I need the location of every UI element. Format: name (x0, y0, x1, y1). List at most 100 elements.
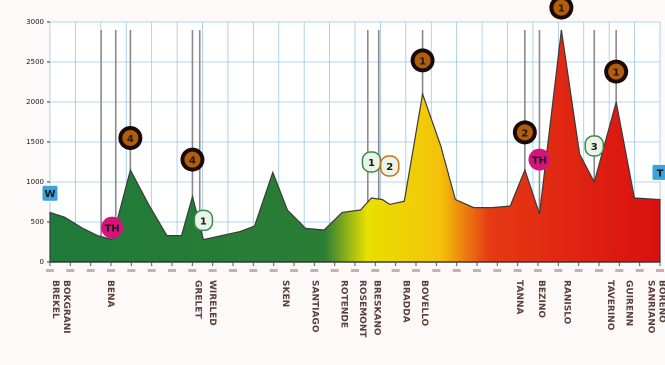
x-tick-mark (452, 269, 461, 272)
marker-label: 4 (189, 156, 196, 167)
x-tick-mark (534, 269, 542, 272)
y-tick-label: 3000 (26, 18, 44, 26)
location-label: BREKEL (50, 280, 60, 319)
location-label: ROTENDE (339, 280, 349, 328)
marker-label: 1 (200, 216, 207, 227)
marker-box (41, 184, 59, 202)
route-marker-feed: 1 (361, 151, 382, 173)
x-tick-mark (168, 269, 176, 272)
y-tick-label: 1500 (26, 138, 44, 146)
route-marker-finish: T (651, 163, 665, 181)
x-tick-mark (147, 269, 156, 272)
marker-label: 4 (127, 134, 134, 145)
x-tick-mark (412, 269, 420, 272)
y-tick-label: 500 (31, 218, 44, 226)
marker-label: TH (104, 224, 119, 235)
x-tick-mark (635, 269, 644, 272)
location-label: RANISLO (561, 280, 571, 325)
elevation-area (49, 29, 661, 263)
route-marker-climb: 1 (549, 0, 574, 20)
location-label: BRADDA (401, 280, 411, 323)
x-tick-mark (656, 269, 664, 272)
location-label: GUIRENN (623, 280, 633, 326)
marker-box (584, 135, 605, 157)
y-tick-label: 0 (40, 258, 44, 266)
location-label: GRELET (192, 280, 202, 319)
route-marker-start: W (41, 184, 59, 202)
x-tick-mark (371, 269, 380, 272)
marker-box (651, 163, 665, 181)
marker-label: W (44, 189, 55, 200)
y-tick-label: 1000 (26, 178, 44, 186)
location-label: BEZINO (536, 280, 546, 318)
x-tick-mark (493, 269, 502, 272)
x-tick-mark (127, 269, 136, 272)
x-tick-mark (432, 269, 441, 272)
location-label: TANNA (514, 280, 524, 314)
route-marker-climb: 1 (604, 59, 629, 84)
marker-label: 1 (558, 4, 565, 15)
x-tick-mark (229, 269, 237, 272)
x-tick-mark (66, 269, 75, 272)
marker-label: T (657, 168, 664, 179)
marker-inner (608, 63, 625, 80)
marker-circle (101, 216, 124, 239)
location-label: WIRELED (207, 280, 217, 326)
x-tick-mark (208, 269, 217, 272)
location-label: SANTIAGO (309, 280, 319, 333)
x-tick-mark (330, 269, 339, 272)
marker-label: 3 (591, 142, 598, 153)
location-label: SKEN (280, 280, 290, 307)
location-label: BRESKANO (371, 280, 381, 336)
x-tick-mark (513, 269, 522, 272)
marker-label: 2 (386, 162, 393, 173)
marker-inner (414, 52, 431, 69)
route-marker-feed: 2 (379, 155, 400, 177)
x-tick-mark (615, 269, 624, 272)
location-label: BOVELLO (419, 280, 429, 327)
marker-box (379, 155, 400, 177)
route-marker-sprint: TH (101, 216, 124, 239)
marker-circle (528, 148, 551, 171)
route-marker-feed: 1 (193, 209, 214, 232)
marker-label: 1 (368, 158, 375, 169)
x-tick-mark (249, 269, 258, 272)
x-tick-mark (269, 269, 278, 272)
location-label: BENA (105, 280, 115, 308)
route-marker-sprint: TH (528, 148, 551, 171)
marker-label: TH (532, 156, 547, 167)
route-marker-climb: 2 (512, 120, 537, 145)
marker-label: 2 (521, 128, 528, 139)
x-tick-mark (574, 269, 583, 272)
location-label: TAVERINO (605, 280, 615, 331)
x-tick-mark (290, 269, 298, 272)
marker-label: 1 (419, 56, 426, 67)
x-tick-mark (86, 269, 95, 272)
x-tick-mark (351, 269, 359, 272)
x-tick-mark (107, 269, 115, 272)
x-tick-mark (46, 269, 54, 272)
marker-inner (184, 151, 201, 168)
route-marker-climb: 4 (180, 147, 205, 172)
y-tick-label: 2500 (26, 58, 44, 66)
route-marker-climb: 4 (118, 126, 143, 150)
route-marker-climb: 1 (410, 48, 435, 73)
marker-inner (516, 124, 533, 141)
location-label: BOKGRANI (61, 280, 71, 334)
x-tick-mark (554, 269, 563, 272)
x-tick-mark (391, 269, 400, 272)
x-tick-mark (310, 269, 319, 272)
marker-inner (553, 0, 570, 16)
x-tick-mark (188, 269, 197, 272)
x-tick-mark (595, 269, 603, 272)
location-label: ROSEMONT (357, 280, 367, 338)
marker-label: 1 (613, 68, 620, 79)
x-tick-mark (473, 269, 481, 272)
marker-box (193, 209, 214, 232)
route-marker-feed: 3 (584, 135, 605, 157)
marker-inner (122, 130, 139, 146)
location-label: BORENO (656, 280, 665, 323)
location-label: SANRIANO (645, 280, 655, 334)
